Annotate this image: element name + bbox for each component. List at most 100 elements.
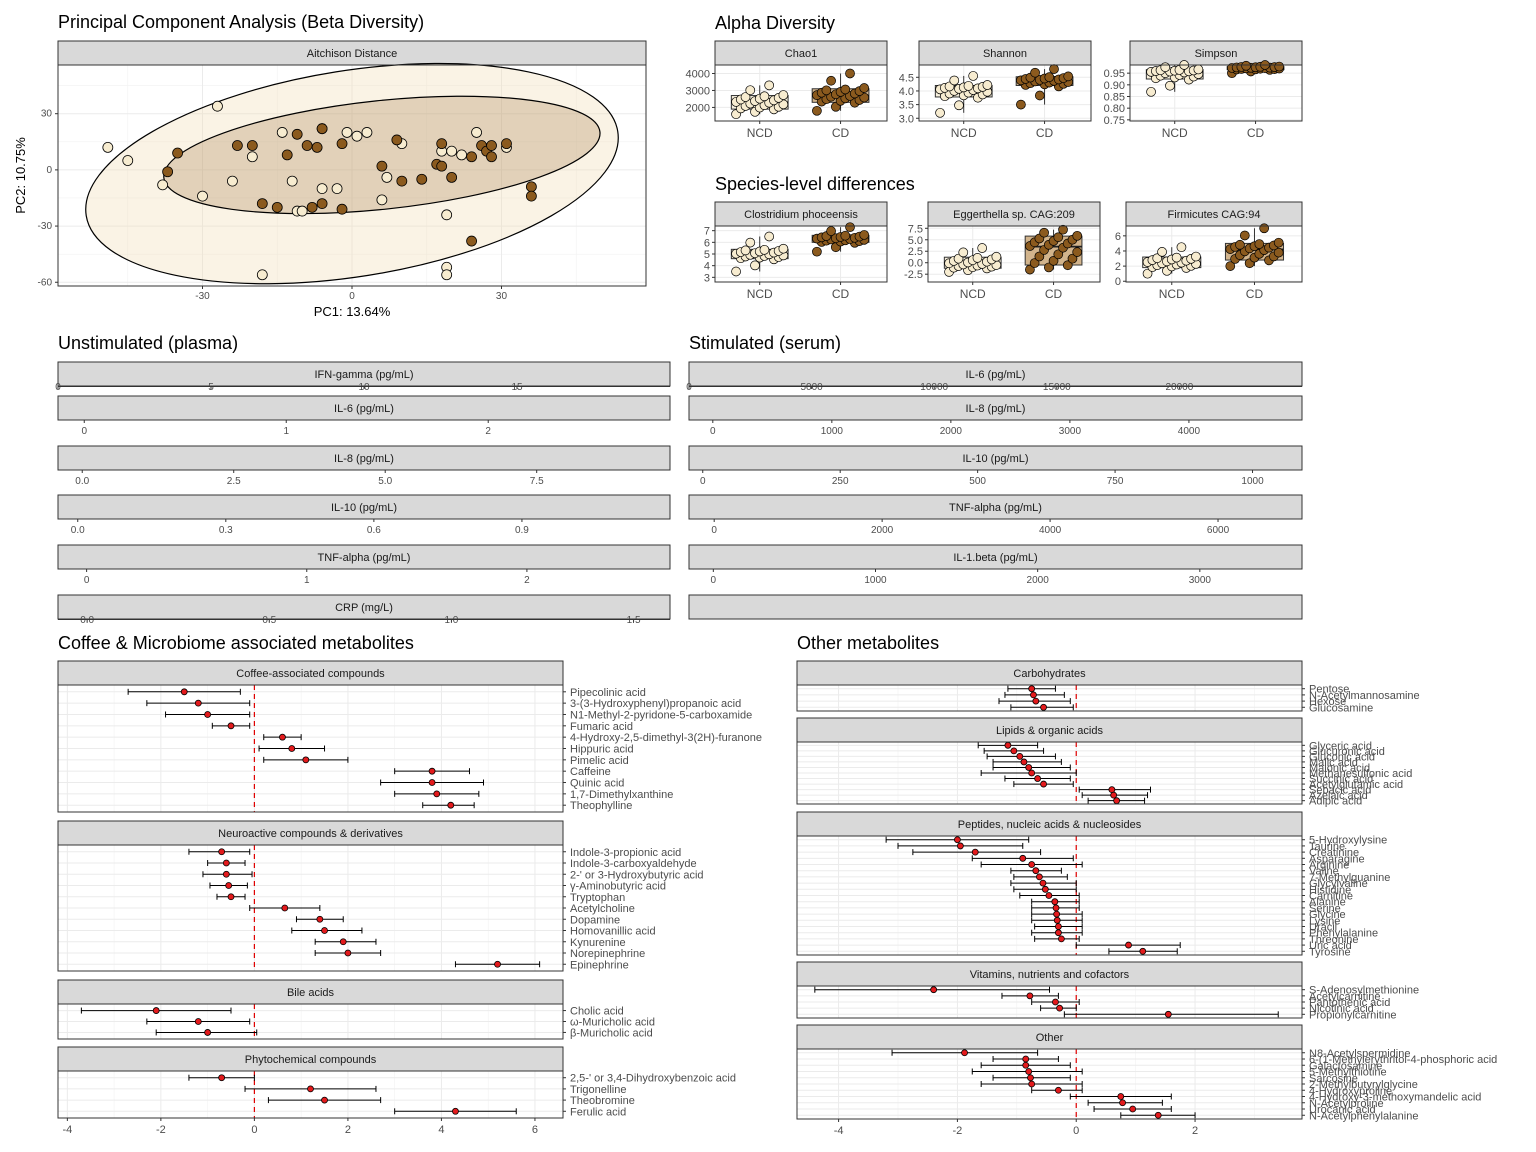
panel-title: Other metabolites [797, 633, 939, 653]
metabolite-label: Azelaic acid [1309, 790, 1368, 802]
panel-title: Unstimulated (plasma) [58, 333, 238, 353]
x-tick-label: 1.5 [627, 615, 641, 626]
data-point-cd [845, 68, 855, 79]
estimate-point [321, 1096, 328, 1104]
y-tick-label: 4.0 [899, 86, 914, 98]
estimate-point [1028, 769, 1036, 777]
metabolite-label: Uric acid [1309, 940, 1352, 952]
facet-strip-label: Aitchison Distance [307, 48, 398, 60]
metabolite-label: Pimelic acid [570, 755, 629, 767]
facet-panel: IL-10 (pg/mL) 0.0 0.3 0.6 0.9 [57, 494, 671, 536]
x-tick-label: 0 [84, 575, 90, 586]
data-point-ncd [1176, 242, 1187, 253]
data-point-ncd [361, 127, 373, 138]
metabolite-label: Lysine [1309, 915, 1340, 927]
x-tick-label: CD [832, 126, 850, 140]
x-tick-label: 1.0 [444, 615, 458, 626]
other-chart: CarbohydratesPentoseN-AcetylmannosamineH… [796, 660, 1497, 1137]
data-point-cd [486, 140, 497, 151]
metabolite-label: Succinic acid [1309, 774, 1373, 786]
data-point-ncd [381, 171, 393, 183]
data-point-cd [336, 203, 348, 215]
x-tick-label: 0 [81, 426, 87, 437]
x-tick-label: 0 [55, 382, 61, 393]
x-tick-label: NCD [960, 287, 986, 301]
y-axis-title: PC2: 10.75% [13, 137, 28, 214]
estimate-point [1108, 786, 1116, 794]
data-point-ncd [296, 205, 308, 217]
metabolite-label: Fumaric acid [570, 721, 633, 733]
metabolite-label: Theophylline [570, 800, 632, 812]
x-tick-label: 6 [532, 1124, 538, 1136]
metabolite-label: Propionylcarnitine [1309, 1009, 1396, 1021]
data-point-ncd [764, 231, 775, 242]
metabolite-label: Histidine [1309, 884, 1351, 896]
facet-strip-label: Neuroactive compounds & derivatives [218, 828, 403, 840]
data-point-ncd [1191, 251, 1201, 262]
estimate-point [307, 1085, 314, 1093]
data-point-cd [1259, 223, 1270, 234]
estimate-point [1032, 867, 1040, 875]
pca-chart: Aitchison Distance -30 0 30 -60 -30 0 30 PC1: 13… [13, 40, 647, 319]
data-point-cd [256, 198, 268, 209]
data-point-ncd [745, 237, 756, 248]
estimate-point [494, 960, 501, 968]
facet-strip [57, 395, 671, 421]
x-tick-label: 0.0 [75, 476, 89, 487]
confidence-ellipse-ncd [85, 62, 619, 285]
estimate-point [1034, 775, 1042, 782]
metabolite-label: Quinic acid [570, 778, 624, 790]
facet-strip-label: Clostridium phoceensis [744, 209, 858, 221]
estimate-point [1039, 879, 1047, 887]
metabolite-label: Cholic acid [570, 1006, 624, 1018]
facet-panel: IL-8 (pg/mL) 0.0 2.5 5.0 7.5 [57, 445, 671, 487]
metabolite-label: 4-Hydroxy-2,5-dimethyl-3(2H)-furanone [570, 732, 762, 744]
facet-strip [57, 40, 647, 66]
facet-strip-label: TNF-alpha (pg/mL) [949, 502, 1042, 514]
facet-strip [927, 201, 1101, 227]
facet-strip-label: Firmicutes CAG:94 [1168, 209, 1261, 221]
metabolite-label: Glycine [1309, 909, 1346, 921]
metabolite-label: Serine [1309, 903, 1341, 915]
forest-panel: Peptides, nucleic acids & nucleosides 5-H… [796, 811, 1390, 958]
data-point-ncd [963, 81, 974, 91]
metabolite-label: 5-Methylthiotine [1309, 1067, 1387, 1079]
data-point-cd [391, 134, 403, 146]
metabolite-label: Indole-3-propionic acid [570, 847, 681, 859]
forest-panel: Neuroactive compounds & derivatives Indol… [57, 820, 704, 972]
y-tick-label: 5 [704, 249, 710, 261]
x-tick-label: 0.5 [262, 615, 276, 626]
metabolite-label: Sebacic acid [1309, 785, 1371, 797]
data-point-cd [1053, 232, 1064, 243]
estimate-point [1119, 1099, 1126, 1107]
estimate-point [281, 904, 289, 912]
x-tick-label: 0 [700, 476, 706, 487]
facet-strip-label: IL-10 (pg/mL) [331, 502, 397, 514]
estimate-point [1025, 1068, 1033, 1075]
x-tick-label: NCD [951, 126, 977, 140]
x-tick-label: -4 [62, 1124, 72, 1136]
y-tick-label: 0.80 [1104, 103, 1125, 115]
metabolite-label: Glucosamine [1309, 702, 1373, 714]
data-point-ncd [958, 247, 969, 258]
data-point-cd [845, 222, 855, 233]
metabolite-label: Kynurenine [570, 937, 626, 949]
facet-strip [688, 395, 1303, 421]
metabolite-label: Uracil [1309, 921, 1337, 933]
data-point-cd [1025, 264, 1035, 275]
estimate-point [1028, 861, 1036, 868]
facet-strip-label: IL-6 (pg/mL) [334, 403, 394, 415]
x-tick-label: 3000 [1059, 426, 1082, 437]
facet-strip [688, 445, 1303, 471]
metabolite-label: Taurine [1309, 841, 1345, 853]
x-tick-label: -30 [195, 291, 210, 302]
estimate-point [194, 699, 202, 707]
x-tick-label: 2000 [1027, 575, 1050, 586]
x-tick-label: 7.5 [530, 476, 544, 487]
metabolite-label: N1-Methyl-2-pyridone-5-carboxamide [570, 709, 752, 721]
data-point-cd [376, 160, 388, 172]
facet-strip [796, 717, 1303, 743]
panel-border [927, 225, 1101, 283]
x-tick-label: 20000 [1165, 382, 1193, 393]
facet-strip-label: IFN-gamma (pg/mL) [314, 369, 413, 381]
